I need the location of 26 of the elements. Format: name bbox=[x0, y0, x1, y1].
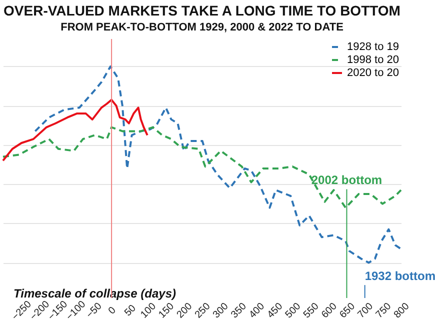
x-tick-label: 200 bbox=[174, 300, 195, 321]
ref-line-label: 1932 bottom bbox=[364, 269, 435, 284]
x-tick-label: −50 bbox=[84, 300, 104, 321]
legend-label: 1998 to 20 bbox=[347, 54, 399, 66]
x-tick-label: 600 bbox=[320, 300, 340, 321]
x-tick-label: 650 bbox=[338, 300, 358, 321]
chart-subtitle: FROM PEAK-TO-BOTTOM 1929, 2000 & 2022 TO DATE bbox=[60, 22, 344, 34]
x-tick-label: 300 bbox=[211, 300, 232, 321]
x-tick-label: 750 bbox=[374, 300, 394, 321]
legend-label: 2020 to 20 bbox=[347, 67, 399, 79]
x-tick-label: 800 bbox=[392, 300, 412, 321]
x-tick-label: 450 bbox=[265, 300, 286, 321]
x-tick-label: 700 bbox=[356, 300, 376, 321]
x-tick-label: 250 bbox=[193, 300, 213, 321]
x-tick-label: 550 bbox=[302, 300, 322, 321]
legend-label: 1928 to 19 bbox=[347, 41, 399, 53]
x-tick-label: 400 bbox=[247, 300, 268, 321]
x-tick-label: 150 bbox=[156, 300, 177, 321]
ref-line-label: 2002 bottom bbox=[311, 173, 382, 188]
x-tick-label: 500 bbox=[284, 300, 304, 321]
x-tick-label: 0 bbox=[106, 304, 119, 317]
chart-title: OVER-VALUED MARKETS TAKE A LONG TIME TO BOTTOM bbox=[4, 2, 400, 18]
x-axis-title: Timescale of collapse (days) bbox=[14, 286, 176, 300]
x-tick-label: 350 bbox=[229, 300, 250, 321]
x-tick-label: 50 bbox=[122, 302, 139, 319]
x-tick-label: 100 bbox=[138, 300, 159, 321]
